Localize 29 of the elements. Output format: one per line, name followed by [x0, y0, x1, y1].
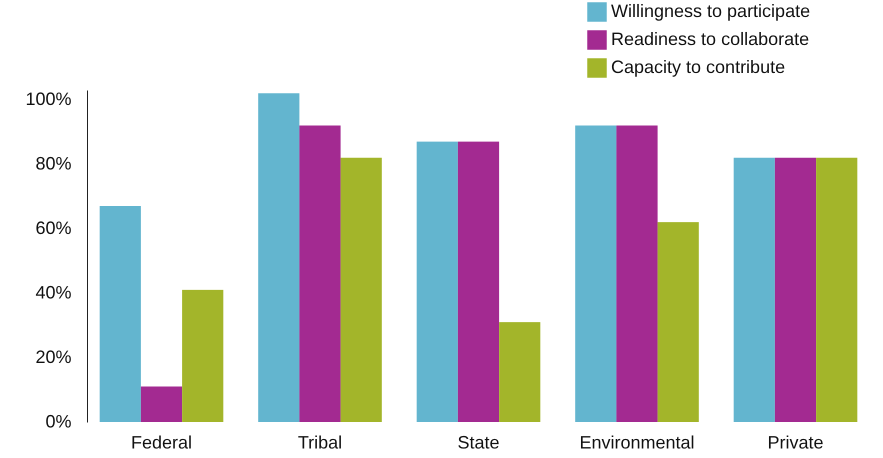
y-tick-label: 80% — [35, 154, 72, 174]
bar — [299, 125, 341, 422]
y-tick-label: 40% — [35, 282, 72, 303]
bar — [416, 142, 458, 422]
bar — [816, 158, 858, 422]
legend-label: Readiness to collaborate — [611, 29, 810, 49]
bar — [140, 386, 182, 422]
bar — [734, 158, 775, 422]
y-tick-label: 100% — [25, 89, 72, 110]
legend-label: Willingness to participate — [611, 1, 810, 21]
bar — [658, 222, 699, 422]
x-tick-label: Private — [767, 432, 824, 452]
legend-label: Capacity to contribute — [611, 57, 786, 77]
y-tick-label: 20% — [35, 347, 72, 368]
y-tick-label: 0% — [45, 412, 72, 432]
bar — [774, 158, 816, 422]
x-tick-label: Tribal — [298, 432, 342, 452]
bar — [100, 206, 141, 422]
bar — [458, 142, 500, 422]
bar — [575, 125, 616, 422]
bar — [182, 290, 224, 422]
bar — [340, 158, 382, 422]
bar — [258, 93, 300, 422]
x-tick-label: State — [457, 432, 500, 452]
bar — [499, 322, 540, 422]
y-tick-label: 60% — [35, 218, 72, 238]
x-tick-label: Environmental — [579, 432, 695, 452]
x-tick-label: Federal — [130, 432, 192, 452]
bar — [616, 125, 658, 422]
